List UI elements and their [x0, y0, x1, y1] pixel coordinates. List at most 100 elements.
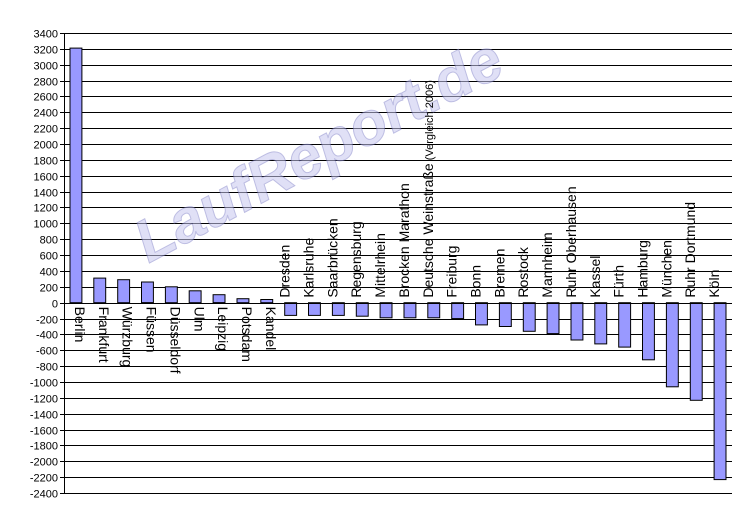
y-tick-label: -1400: [30, 410, 58, 422]
bar: [236, 298, 250, 304]
category-name: Regensburg: [348, 221, 364, 297]
y-tick-label: 800: [40, 235, 58, 247]
y-tick-label: 3200: [34, 45, 58, 57]
category-label: Ruhr Dortmund: [682, 202, 698, 298]
y-tick-label: 2000: [34, 140, 58, 152]
y-tick-label: 2200: [34, 124, 58, 136]
category-name: Bonn: [468, 265, 484, 298]
bar: [427, 302, 441, 319]
bar: [188, 290, 202, 304]
bar: [117, 279, 131, 304]
category-label: Würzburg: [120, 307, 136, 368]
category-label: Köln: [706, 270, 722, 298]
bar: [594, 302, 608, 345]
category-name: Berlin: [72, 307, 88, 343]
category-name: Karlsruhe: [301, 238, 317, 298]
category-label: Ulm: [191, 307, 207, 332]
y-tick-label: -1000: [30, 378, 58, 390]
y-tick-label: 2600: [34, 92, 58, 104]
y-tick-label: -2000: [30, 457, 58, 469]
y-tick-label: -200: [36, 315, 58, 327]
category-label: Brocken Marathon: [396, 183, 412, 297]
category-label: Regensburg: [348, 221, 364, 297]
category-label: Berlin: [72, 307, 88, 343]
category-label: Dresden: [277, 245, 293, 298]
y-tick-label: 600: [40, 251, 58, 263]
category-name: Kassel: [587, 256, 603, 298]
bar: [308, 302, 321, 316]
bar: [69, 47, 83, 304]
category-name: Freiburg: [444, 246, 460, 298]
y-tick-label: -800: [36, 362, 58, 374]
category-label: Bremen: [491, 249, 507, 298]
category-label: Rostock: [515, 246, 531, 298]
bar: [451, 302, 465, 320]
bar: [379, 302, 393, 319]
y-tick-label: 400: [40, 267, 58, 279]
bar: [642, 302, 655, 361]
category-label: Bonn: [468, 265, 484, 298]
category-name: Ruhr Dortmund: [682, 202, 698, 298]
y-tick-label: 1400: [34, 188, 58, 200]
category-label: Karlsruhe: [301, 238, 317, 298]
category-name: Düsseldorf: [167, 307, 183, 374]
y-tick-label: 2400: [34, 108, 58, 120]
category-label: Fürth: [611, 265, 627, 298]
bar: [522, 302, 536, 332]
bar: [403, 302, 417, 319]
category-label: Deutsche Weinstraße (Vergleich 2006): [420, 80, 436, 298]
category-name: Mittelrhein: [372, 233, 388, 298]
bar: [570, 302, 584, 341]
y-tick-label: 0: [52, 299, 58, 311]
category-labels: Berlin Frankfurt Würzburg Füssen Düsseldorf U…: [72, 80, 722, 374]
bar: [689, 302, 703, 401]
y-tick-label: 1800: [34, 156, 58, 168]
category-name: München: [658, 240, 674, 298]
y-tick-labels: 3400320030002800260024002200200018001600…: [30, 29, 58, 501]
category-name: Saarbrücken: [324, 218, 340, 297]
bar: [618, 302, 632, 348]
bar: [284, 302, 298, 316]
y-tick-label: -2400: [30, 489, 58, 501]
bar: [713, 302, 727, 481]
bar: [331, 302, 345, 316]
category-label: Düsseldorf: [167, 307, 183, 374]
y-tick-label: 1000: [34, 219, 58, 231]
y-tick-label: 200: [40, 283, 58, 295]
category-label: Potsdam: [239, 307, 255, 362]
category-label: Freiburg: [444, 246, 460, 298]
bar: [546, 302, 560, 335]
category-label: Kassel: [587, 256, 603, 298]
bar: [212, 294, 226, 304]
category-name: Frankfurt: [96, 307, 112, 363]
bar: [141, 281, 154, 304]
category-label: München: [658, 240, 674, 298]
category-name: Brocken Marathon: [396, 183, 412, 297]
category-name: Füssen: [144, 307, 160, 353]
category-name: Hamburg: [635, 240, 651, 298]
bar: [355, 302, 369, 317]
axes: [60, 33, 732, 494]
watermark: LaufReport.de: [123, 25, 514, 275]
category-label: Ruhr Oberhausen: [563, 186, 579, 297]
y-tick-label: -1200: [30, 394, 58, 406]
y-tick-label: 1600: [34, 172, 58, 184]
y-tick-label: -1600: [30, 426, 58, 438]
y-tick-label: 1200: [34, 203, 58, 215]
y-tick-label: -1800: [30, 441, 58, 453]
category-label: Saarbrücken: [324, 218, 340, 297]
category-name: Potsdam: [239, 307, 255, 362]
bar: [665, 302, 679, 388]
category-label: Leipzig: [215, 307, 231, 351]
y-tick-label: -2200: [30, 473, 58, 485]
bars: [69, 47, 727, 481]
category-name: Leipzig: [215, 307, 231, 351]
y-tick-label: 3000: [34, 61, 58, 73]
category-label: Kandel: [263, 307, 279, 351]
category-note: (Vergleich 2006): [424, 80, 436, 163]
y-tick-label: 2800: [34, 77, 58, 89]
category-name: Dresden: [277, 245, 293, 298]
category-name: Mannheim: [539, 232, 555, 297]
